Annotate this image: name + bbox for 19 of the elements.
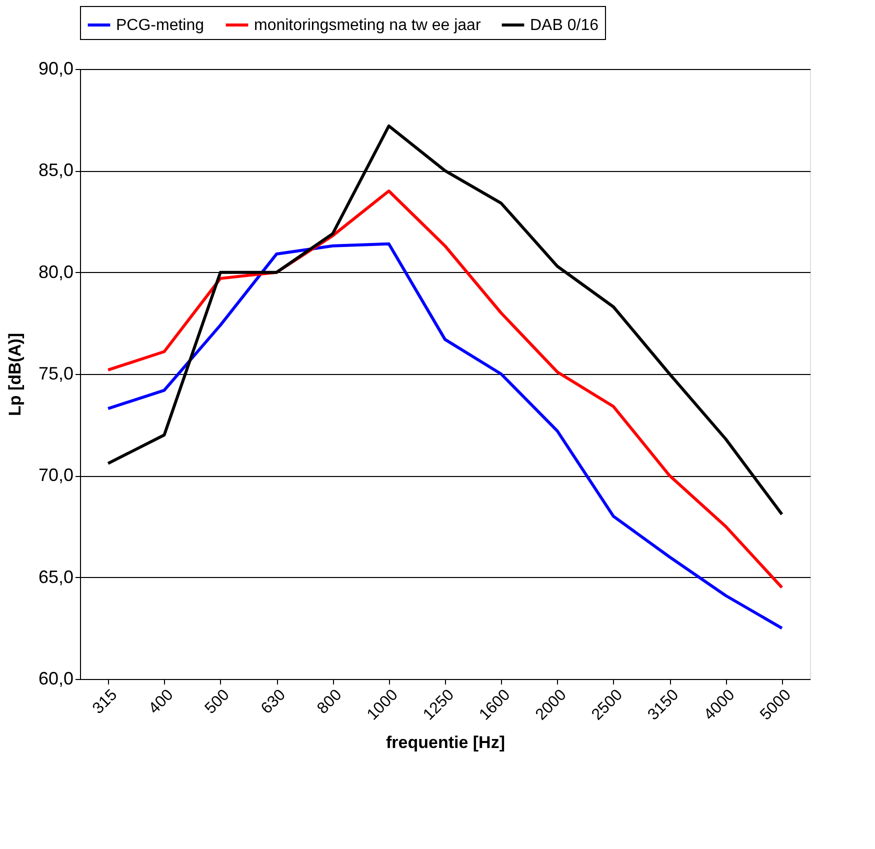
x-tick-label: 315 [90, 686, 121, 718]
x-tick-label: 400 [146, 686, 177, 718]
x-tick-label: 800 [314, 686, 346, 718]
legend-label: monitoringsmeting na tw ee jaar [254, 17, 482, 34]
legend-label: DAB 0/16 [530, 17, 599, 34]
x-tick-label: 630 [258, 686, 290, 718]
y-axis-title: Lp [dB(A)] [5, 332, 24, 416]
line-series [106, 242, 784, 630]
y-tick-label: 65,0 [38, 566, 74, 587]
y-tick-label: 80,0 [38, 262, 74, 282]
x-axis-title: frequentie [Hz] [386, 732, 505, 752]
y-tick-label: 60,0 [38, 668, 74, 688]
y-tick-label: 70,0 [38, 465, 74, 486]
y-tick-label: 90,0 [38, 58, 74, 78]
legend-label: PCG-meting [116, 17, 204, 34]
y-tick-label: 85,0 [38, 160, 74, 180]
y-tick-label: 75,0 [38, 364, 74, 384]
x-tick-label: 500 [202, 686, 233, 718]
line-series [106, 190, 784, 589]
